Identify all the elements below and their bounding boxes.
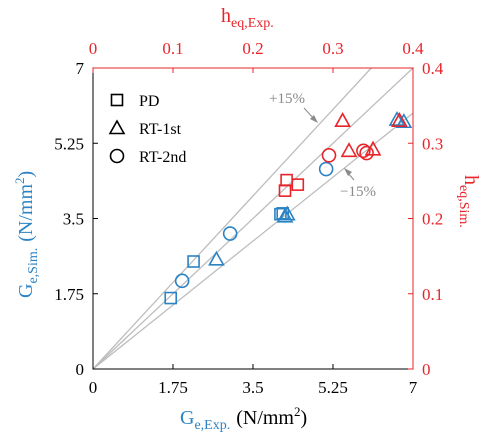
data-point-triangle bbox=[208, 250, 225, 266]
y2-axis-label-sub: eq,Sim. bbox=[456, 185, 471, 228]
annotation-plus15-label: +15% bbox=[269, 91, 305, 107]
data-point-circle bbox=[356, 143, 371, 159]
x2-axis-label-main: h bbox=[221, 5, 231, 27]
data-point-square bbox=[187, 255, 200, 268]
x-tick-label: 3.5 bbox=[242, 378, 263, 397]
x-axis-label-unit: (N/mm bbox=[236, 407, 294, 429]
y-tick-label: 5.25 bbox=[54, 134, 84, 153]
y-axis-label: Ge,Sim. (N/mm2) bbox=[12, 171, 41, 298]
legend-marker-square bbox=[110, 93, 124, 107]
reference-line-1 bbox=[92, 67, 372, 370]
legend-label: RT-1st bbox=[139, 121, 182, 138]
x-axis-label: Ge,Exp. (N/mm2) bbox=[180, 404, 307, 433]
data-point-triangle bbox=[276, 207, 294, 223]
data-point-triangle bbox=[395, 113, 413, 129]
data-point-circle bbox=[321, 147, 337, 163]
x-axis-label-main: G bbox=[180, 407, 194, 429]
data-point-triangle bbox=[340, 142, 358, 158]
y2-axis-label-main: h bbox=[460, 175, 482, 185]
reference-line-0 bbox=[92, 67, 414, 370]
y2-tick-label: 0.4 bbox=[422, 59, 444, 78]
legend-marker-triangle bbox=[108, 119, 126, 135]
data-point-square bbox=[276, 207, 290, 220]
x-tick-label: 1.75 bbox=[158, 378, 188, 397]
y-tick-label: 1.75 bbox=[54, 285, 84, 304]
axes-ticks bbox=[92, 67, 414, 370]
x-tick-label: 7 bbox=[409, 378, 418, 397]
y2-tick-label: 0 bbox=[422, 360, 431, 379]
x-axis-label-sup: 2 bbox=[294, 404, 301, 419]
x2-tick-label: 0.4 bbox=[402, 39, 424, 58]
y-tick-label: 7 bbox=[76, 59, 85, 78]
annotation-minus15-arrowhead bbox=[344, 168, 352, 176]
annotation-plus15-arrowhead bbox=[310, 115, 318, 123]
x2-axis-label: heq,Exp. bbox=[221, 5, 274, 31]
x2-tick-label: 0.1 bbox=[162, 39, 183, 58]
annotation-minus15-label: −15% bbox=[340, 184, 376, 200]
x2-axis-label-sub: eq,Exp. bbox=[231, 16, 274, 31]
legend-label: RT-2nd bbox=[139, 149, 186, 166]
y-tick-label: 3.5 bbox=[63, 210, 84, 229]
y-axis-label-sup: 2 bbox=[12, 177, 27, 184]
data-point-square bbox=[291, 178, 305, 191]
legend-marker-circle bbox=[109, 148, 125, 164]
data-point-circle bbox=[222, 226, 238, 241]
y2-tick-label: 0.3 bbox=[422, 134, 443, 153]
data-point-square bbox=[278, 184, 292, 197]
data-point-square bbox=[164, 291, 178, 305]
y-axis-label-unit: (N/mm bbox=[15, 184, 37, 242]
x-axis-label-close: ) bbox=[301, 407, 308, 429]
y2-tick-label: 0.2 bbox=[422, 210, 443, 229]
data-point-circle bbox=[359, 145, 374, 161]
data-point-triangle bbox=[388, 110, 406, 126]
data-markers bbox=[164, 110, 413, 305]
x-tick-label: 0 bbox=[89, 378, 98, 397]
x2-tick-label: 0 bbox=[89, 39, 98, 58]
legend: PD RT-1st RT-2nd bbox=[108, 93, 186, 166]
data-point-triangle bbox=[334, 112, 351, 127]
y-axis-label-main: G bbox=[15, 284, 37, 298]
data-point-circle bbox=[174, 273, 190, 289]
reference-lines bbox=[92, 67, 414, 370]
data-point-triangle bbox=[278, 205, 296, 221]
y2-tick-label: 0.1 bbox=[422, 285, 443, 304]
x2-tick-label: 0.3 bbox=[322, 39, 343, 58]
annotation-minus15: −15% bbox=[340, 168, 376, 200]
data-point-circle bbox=[318, 161, 334, 177]
y-tick-label: 0 bbox=[76, 360, 85, 379]
data-point-triangle bbox=[391, 112, 408, 127]
y-axis-label-close: ) bbox=[15, 171, 37, 178]
y-axis-label-sub: e,Sim. bbox=[26, 248, 41, 284]
x2-tick-label: 0.2 bbox=[242, 39, 263, 58]
legend-label: PD bbox=[139, 93, 159, 110]
annotation-plus15: +15% bbox=[269, 91, 318, 123]
x-axis-label-sub: e,Exp. bbox=[194, 418, 230, 433]
x-tick-label: 5.25 bbox=[318, 378, 348, 397]
y2-axis-label: heq,Sim. bbox=[456, 175, 482, 228]
